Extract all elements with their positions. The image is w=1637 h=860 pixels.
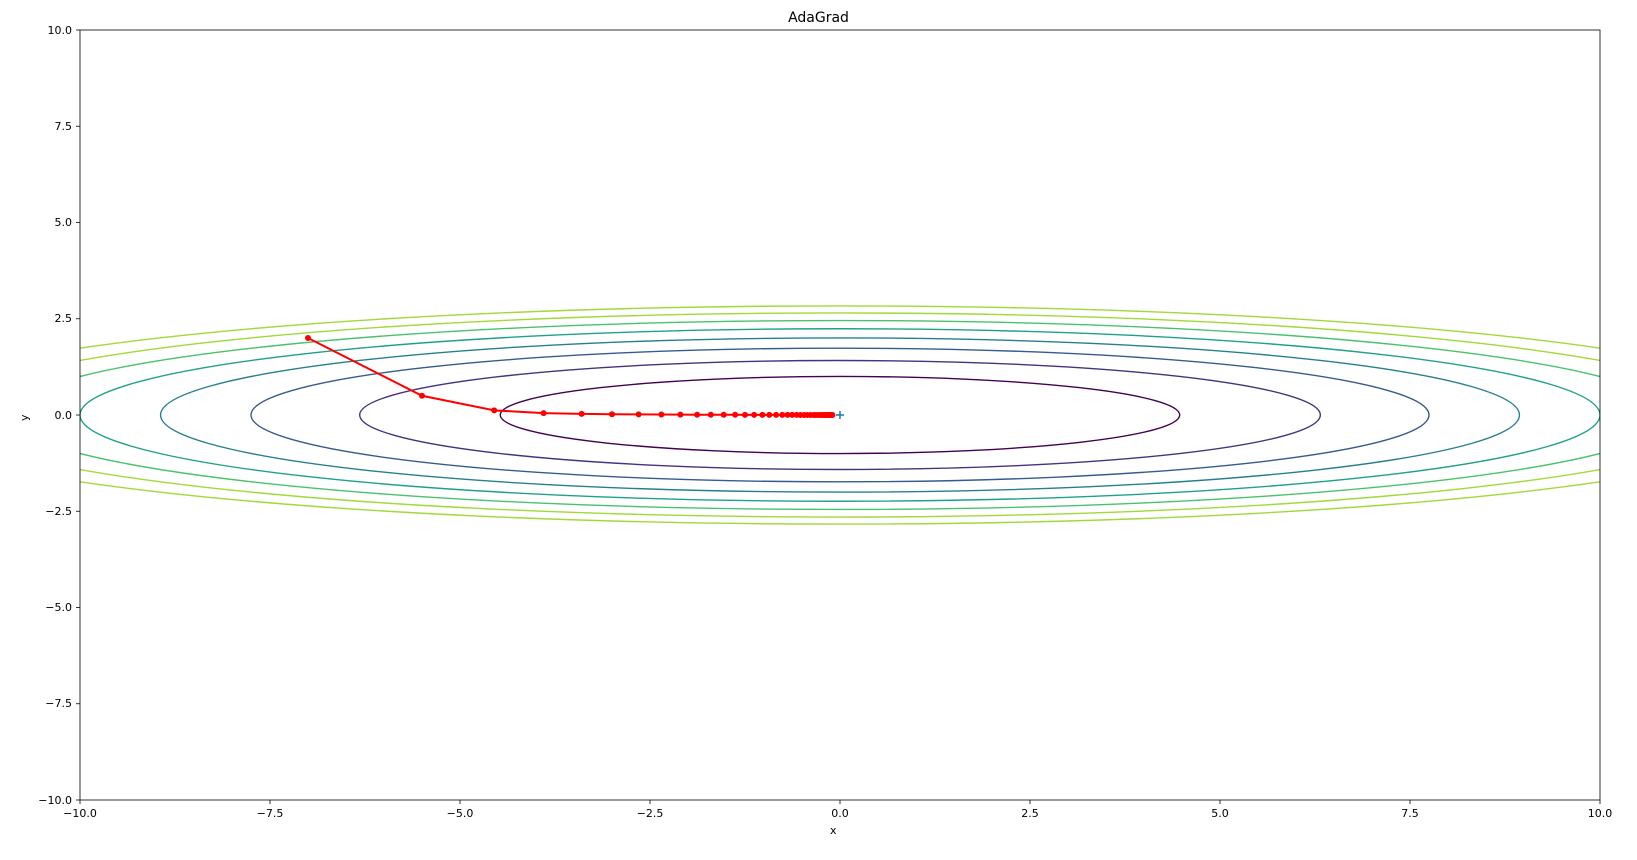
trajectory-marker (305, 335, 311, 341)
x-tick-label: −2.5 (620, 807, 680, 820)
y-tick-label: 0.0 (55, 409, 73, 422)
x-axis-label: x (830, 824, 837, 837)
x-tick-label: 7.5 (1380, 807, 1440, 820)
trajectory-marker (658, 412, 664, 418)
trajectory-marker (694, 412, 700, 418)
x-tick-label: 5.0 (1190, 807, 1250, 820)
trajectory-marker (732, 412, 738, 418)
x-tick-label: −10.0 (50, 807, 110, 820)
figure: AdaGrad −10.0−7.5−5.0−2.50.02.55.07.510.… (0, 0, 1637, 860)
y-tick-label: −7.5 (45, 697, 72, 710)
trajectory-marker (708, 412, 714, 418)
y-tick-label: −2.5 (45, 505, 72, 518)
trajectory-marker (677, 412, 683, 418)
trajectory-marker (636, 411, 642, 417)
y-axis-label: y (18, 414, 31, 421)
trajectory-marker (491, 407, 497, 413)
trajectory-marker (742, 412, 748, 418)
x-tick-label: 0.0 (810, 807, 870, 820)
trajectory-marker (829, 412, 835, 418)
y-tick-label: 7.5 (55, 120, 73, 133)
y-tick-label: −5.0 (45, 601, 72, 614)
x-tick-label: −5.0 (430, 807, 490, 820)
trajectory-marker (721, 412, 727, 418)
trajectory-marker (751, 412, 757, 418)
trajectory-line (308, 338, 832, 415)
y-tick-label: −10.0 (38, 794, 72, 807)
trajectory-marker (579, 411, 585, 417)
x-tick-label: −7.5 (240, 807, 300, 820)
trajectory-marker (541, 410, 547, 416)
trajectory-marker (609, 411, 615, 417)
trajectory-marker (779, 412, 785, 418)
y-tick-label: 10.0 (48, 24, 73, 37)
y-tick-label: 2.5 (55, 312, 73, 325)
trajectory-marker (773, 412, 779, 418)
trajectory-marker (766, 412, 772, 418)
target-plus-marker (836, 411, 844, 419)
chart-svg (0, 0, 1637, 860)
trajectory-marker (759, 412, 765, 418)
trajectory-marker (419, 393, 425, 399)
x-tick-label: 10.0 (1570, 807, 1630, 820)
y-tick-label: 5.0 (55, 216, 73, 229)
x-tick-label: 2.5 (1000, 807, 1060, 820)
